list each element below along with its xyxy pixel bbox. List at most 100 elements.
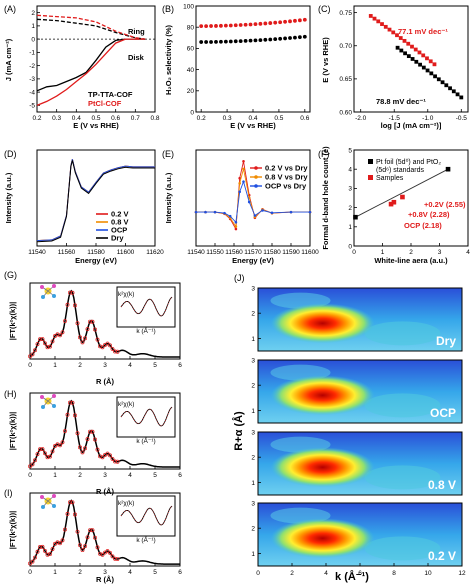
panel-e-xtick-label: 11550	[206, 249, 224, 256]
panel-i-fit-point	[78, 543, 82, 548]
panel-b: (B) E (V vs RHE) H₂O₂ selectivity (%) 0.…	[162, 3, 311, 130]
panel-c-frame	[353, 5, 469, 113]
panel-i-data-line	[29, 499, 180, 565]
panel-b-xtick-label: 0.6	[300, 115, 309, 122]
panel-b-point	[219, 39, 223, 44]
panel-h-fit-point	[80, 450, 85, 455]
panel-c-slope-tp: 78.8 mV dec⁻¹	[376, 97, 426, 106]
panel-e-point	[238, 190, 241, 194]
panel-g-xtick-label: 2	[78, 362, 82, 369]
panel-b-point	[273, 37, 278, 42]
panel-i-inset	[116, 495, 176, 537]
panel-b-point	[199, 24, 204, 29]
panel-c-point	[421, 65, 426, 70]
panel-d: (D) Energy (eV) Intensity (a.u.) 11540 11…	[4, 149, 164, 265]
panel-g-fit-point	[65, 302, 70, 307]
panel-c-ytick-label: 0.70	[339, 43, 352, 50]
panel-a-xtick-label: 0.4	[72, 115, 81, 122]
panel-f-point	[391, 199, 397, 205]
panel-h-molecule-atom-icon	[40, 395, 44, 399]
panel-a-xlabel: E (V vs RHE)	[73, 121, 119, 130]
panel-f-ylabel: Formal d-band hole count (e)	[321, 146, 330, 250]
panel-g-fit-point	[95, 337, 100, 342]
panel-b-ytick-label: 0	[190, 109, 194, 116]
panel-j-map-peak	[270, 303, 375, 344]
panel-h-fit-point	[28, 464, 32, 469]
panel-g-fit-point	[48, 344, 52, 349]
panel-b-point	[273, 20, 278, 25]
panel-f-point	[400, 194, 405, 200]
panel-h-fit-point	[110, 456, 115, 461]
panel-j-ytick-label: 2	[251, 526, 255, 533]
panel-b-xtick-label: 0.3	[223, 115, 232, 122]
panel-a-label: (A)	[4, 4, 16, 14]
panel-b-point	[219, 23, 223, 28]
panel-a-series-line	[36, 38, 146, 107]
panel-b-point	[278, 36, 283, 41]
panel-c-point	[425, 68, 430, 73]
panel-d-series-line	[36, 159, 155, 242]
panel-a: (A) Ring Disk TP-TTA-COF PtCl-COF E (V v…	[4, 4, 160, 130]
panel-j-ytick-label: 1	[251, 336, 255, 343]
panel-h-fit-point	[105, 451, 110, 456]
panel-c-point	[387, 27, 392, 32]
panel-c-point	[414, 59, 419, 64]
panel-h-fit-point	[33, 458, 37, 463]
panel-f-fit-line	[355, 168, 449, 218]
panel-g: (G) |FT(k²χ(k))| R (Å) k²χ(k) k (Å⁻¹) 0 1…	[4, 270, 182, 386]
panel-j-map-label: Dry	[436, 334, 456, 348]
panel-g-fit-point	[83, 336, 87, 341]
panel-h-fit-point	[93, 437, 97, 442]
panel-h-fit-point	[73, 413, 77, 418]
panel-i-fit-point	[90, 528, 95, 533]
panel-i-molecule-atom-icon	[41, 505, 45, 509]
panel-g-ylabel: |FT(k²χ(k))|	[8, 302, 17, 341]
panel-e-point	[242, 159, 245, 163]
panel-g-fit-point	[30, 352, 35, 357]
panel-g-fit-point	[108, 343, 112, 348]
panel-g-xlabel: R (Å)	[96, 377, 114, 386]
panel-b-xtick-label: 0.5	[274, 115, 283, 122]
panel-j-map-feature	[364, 393, 441, 418]
panel-j-ytick-label: 1	[251, 408, 255, 415]
panel-e: (E) Energy (eV) Intensity (a.u.) 11540 11…	[162, 149, 319, 265]
panel-b-point	[228, 39, 233, 44]
panel-c-point	[425, 56, 429, 61]
panel-a-xtick-label: 0.2	[32, 115, 41, 122]
panel-i: (I) |FT(k²χ(k))| R (Å) k²χ(k) k (Å⁻¹) 0 1…	[4, 488, 182, 584]
panel-i-molecule-atom-icon	[52, 504, 56, 508]
panel-g-fit-point	[33, 348, 37, 353]
panel-g-xtick-label: 3	[103, 362, 107, 369]
panel-h-fit-point	[85, 437, 90, 442]
panel-a-ytick-label: 0	[31, 36, 35, 43]
panel-c-point	[459, 95, 464, 100]
panel-h-ylabel: |FT(k²χ(k))|	[8, 412, 17, 451]
panel-f-xtick-label: 4	[466, 249, 470, 256]
panel-h: (H) |FT(k²χ(k))| R (Å) k²χ(k) k (Å⁻¹) 0 1…	[4, 389, 182, 496]
panel-j-xtick-label: 6	[358, 570, 362, 577]
panel-b-point	[297, 18, 302, 23]
panel-d-xlabel: Energy (eV)	[75, 256, 117, 265]
panel-j-ylabel: R+α (Å)	[232, 411, 245, 451]
panel-i-xtick-label: 3	[103, 569, 107, 576]
panel-f-point	[445, 166, 451, 172]
panel-e-xtick-label: 11540	[187, 249, 205, 256]
panel-f-point	[353, 214, 358, 220]
panel-i-fit-point	[105, 549, 110, 554]
panel-h-inset-xlabel: k (Å⁻¹)	[136, 436, 155, 445]
panel-c-ytick-label: 0.75	[339, 10, 352, 17]
panel-g-molecule-atom-icon	[52, 284, 56, 288]
panel-h-fit-point	[100, 455, 105, 460]
panel-i-fit-point	[28, 561, 32, 566]
panel-h-fit-point	[68, 400, 72, 405]
panel-g-fit-point	[73, 303, 77, 308]
panel-c-xtick-label: -1.0	[422, 115, 434, 122]
panel-f-ytick-label: 3	[348, 186, 352, 193]
panel-b-point	[223, 39, 228, 44]
panel-h-fit-point	[50, 449, 55, 454]
panel-i-fit-point	[73, 512, 77, 517]
panel-c-point	[406, 41, 411, 46]
panel-g-fit-point	[45, 345, 50, 350]
panel-i-fit-point	[38, 545, 42, 549]
panel-f-xtick-label: 0	[352, 249, 356, 256]
